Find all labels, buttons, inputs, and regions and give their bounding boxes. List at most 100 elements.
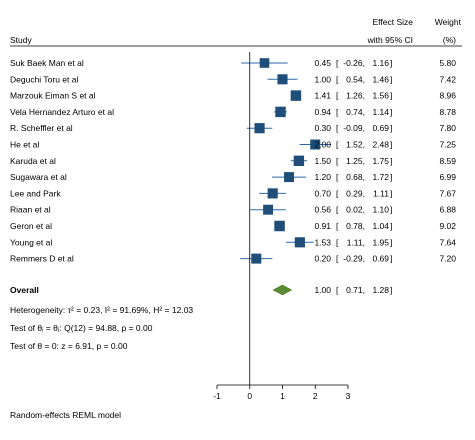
effect-estimate: 2.00 bbox=[314, 140, 331, 150]
study-row: Marzouk Eiman S et al 1.41 [1.26, 1.56] 8.96 bbox=[10, 90, 456, 101]
ci-bracket-open: [ bbox=[336, 172, 339, 182]
effect-estimate: 1.53 bbox=[314, 237, 331, 247]
ci-upper: 0.69 bbox=[372, 123, 389, 133]
x-tick-label: -1 bbox=[213, 391, 221, 401]
effect-estimate: 0.91 bbox=[314, 221, 331, 231]
study-name: He et al bbox=[10, 140, 39, 150]
ci-lower: 1.11, bbox=[347, 237, 365, 247]
ci-bracket-open: [ bbox=[336, 74, 339, 84]
ci-upper: 1.14 bbox=[372, 107, 389, 117]
study-row: Suk Baek Man et al 0.45 [-0.26, 1.16] 5.80 bbox=[10, 58, 456, 68]
ci-bracket-open: [ bbox=[336, 156, 339, 166]
study-row: He et al 2.00 [1.52, 2.48] 7.25 bbox=[10, 139, 456, 150]
study-name: Marzouk Eiman S et al bbox=[10, 91, 96, 101]
study-name: Remmers D et al bbox=[10, 254, 74, 264]
study-name: Sugawara et al bbox=[10, 172, 67, 182]
model-footnote: Random-effects REML model bbox=[10, 410, 121, 420]
study-name: Suk Baek Man et al bbox=[10, 58, 84, 68]
study-weight: 7.80 bbox=[439, 123, 456, 133]
ci-bracket-close: ] bbox=[390, 156, 392, 166]
study-name: Riaan et al bbox=[10, 205, 51, 215]
ci-bracket-close: ] bbox=[390, 107, 392, 117]
ci-bracket-open: [ bbox=[336, 140, 339, 150]
stats-line: Test of θᵢ = θⱼ: Q(12) = 94.88, p = 0.00 bbox=[10, 323, 153, 333]
study-row: Remmers D et al 0.20 [ -0.29, 0.69] 7.20 bbox=[10, 253, 456, 264]
study-name: R. Scheffler et al bbox=[10, 123, 73, 133]
study-row: Young et al 1.53 [1.11, 1.95] 7.64 bbox=[10, 237, 456, 248]
effect-marker bbox=[275, 106, 286, 118]
study-name: Geron et al bbox=[10, 221, 52, 231]
study-name: Young et al bbox=[10, 237, 52, 247]
ci-lower: 0.54, bbox=[346, 74, 365, 84]
effect-marker bbox=[290, 90, 302, 101]
ci-bracket-open: [ bbox=[336, 237, 339, 247]
study-name: Deguchi Toru et al bbox=[10, 74, 78, 84]
effect-estimate: 0.56 bbox=[314, 205, 331, 215]
study-column-header: Study bbox=[10, 35, 32, 45]
ci-lower: -0.29, bbox=[343, 254, 365, 264]
study-name: Karuda et al bbox=[10, 156, 56, 166]
study-weight: 6.88 bbox=[439, 205, 456, 215]
x-tick-label: 0 bbox=[247, 391, 252, 401]
effect-marker bbox=[267, 188, 278, 199]
ci-upper: 1.04 bbox=[372, 221, 389, 231]
effect-marker bbox=[294, 237, 305, 248]
header-group: Study Effect Size with 95% CI Weight (%) bbox=[10, 17, 462, 45]
effect-estimate: 1.50 bbox=[314, 156, 331, 166]
study-weight: 7.64 bbox=[439, 237, 456, 247]
overall-diamond bbox=[272, 284, 293, 296]
ci-bracket-close: ] bbox=[390, 74, 392, 84]
study-weight: 6.99 bbox=[439, 172, 456, 182]
study-row: Riaan et al 0.56 [0.02, 1.10] 6.88 bbox=[10, 205, 456, 215]
ci-bracket-open: [ bbox=[336, 188, 339, 198]
ci-upper: 1.46 bbox=[372, 74, 389, 84]
study-weight: 8.59 bbox=[439, 156, 456, 166]
overall-ci-upper: 1.28 bbox=[372, 285, 389, 295]
ci-header: with 95% CI bbox=[367, 35, 413, 45]
study-row: Lee and Park 0.70 [0.29, 1.11] 7.67 bbox=[10, 188, 456, 199]
study-row: Deguchi Toru et al 1.00 [0.54, 1.46] 7.42 bbox=[10, 74, 456, 85]
ci-lower: 1.52, bbox=[346, 140, 365, 150]
study-weight: 8.96 bbox=[439, 91, 456, 101]
effect-marker bbox=[310, 139, 321, 150]
ci-bracket-open: [ bbox=[336, 205, 339, 215]
ci-bracket-open: [ bbox=[336, 285, 339, 295]
ci-upper: 1.75 bbox=[372, 156, 389, 166]
effect-marker bbox=[284, 172, 295, 183]
stats-line: Heterogeneity: τ² = 0.23, I² = 91.69%, H… bbox=[10, 305, 193, 315]
study-row: Sugawara et al 1.20 [0.68, 1.72] 6.99 bbox=[10, 172, 456, 182]
overall-ci-lower: 0.71, bbox=[346, 285, 365, 295]
ci-bracket-close: ] bbox=[390, 221, 392, 231]
ci-upper: 1.72 bbox=[372, 172, 389, 182]
effect-size-header: Effect Size bbox=[373, 17, 414, 27]
study-rows: Suk Baek Man et al 0.45 [-0.26, 1.16] 5.80 De… bbox=[10, 58, 456, 264]
ci-lower: 0.78, bbox=[346, 221, 365, 231]
x-axis: -1 0 1 2 3 bbox=[213, 52, 351, 401]
ci-bracket-open: [ bbox=[336, 254, 339, 264]
ci-upper: 2.48 bbox=[372, 140, 389, 150]
effect-estimate: 0.20 bbox=[314, 254, 331, 264]
x-tick-label: 3 bbox=[346, 391, 351, 401]
overall-row: Overall 1.00 [0.71, 1.28] bbox=[10, 284, 392, 296]
ci-lower: 1.25, bbox=[346, 156, 365, 166]
study-weight: 8.78 bbox=[439, 107, 456, 117]
ci-bracket-close: ] bbox=[390, 188, 392, 198]
ci-bracket-close: ] bbox=[390, 123, 392, 133]
ci-bracket-close: ] bbox=[390, 91, 392, 101]
ci-bracket-close: ] bbox=[390, 254, 392, 264]
x-tick-label: 2 bbox=[313, 391, 318, 401]
effect-estimate: 0.30 bbox=[314, 123, 331, 133]
study-weight: 7.20 bbox=[439, 254, 456, 264]
effect-estimate: 1.00 bbox=[314, 74, 331, 84]
effect-estimate: 0.45 bbox=[314, 58, 331, 68]
ci-lower: -0.09, bbox=[343, 123, 365, 133]
weight-unit-header: (%) bbox=[443, 35, 456, 45]
effect-estimate: 1.20 bbox=[314, 172, 331, 182]
ci-bracket-close: ] bbox=[390, 172, 392, 182]
study-weight: 9.02 bbox=[439, 221, 456, 231]
x-tick-label: 1 bbox=[280, 391, 285, 401]
ci-lower: -0.26, bbox=[343, 58, 365, 68]
ci-lower: 0.74, bbox=[346, 107, 365, 117]
ci-upper: 0.69 bbox=[372, 254, 389, 264]
